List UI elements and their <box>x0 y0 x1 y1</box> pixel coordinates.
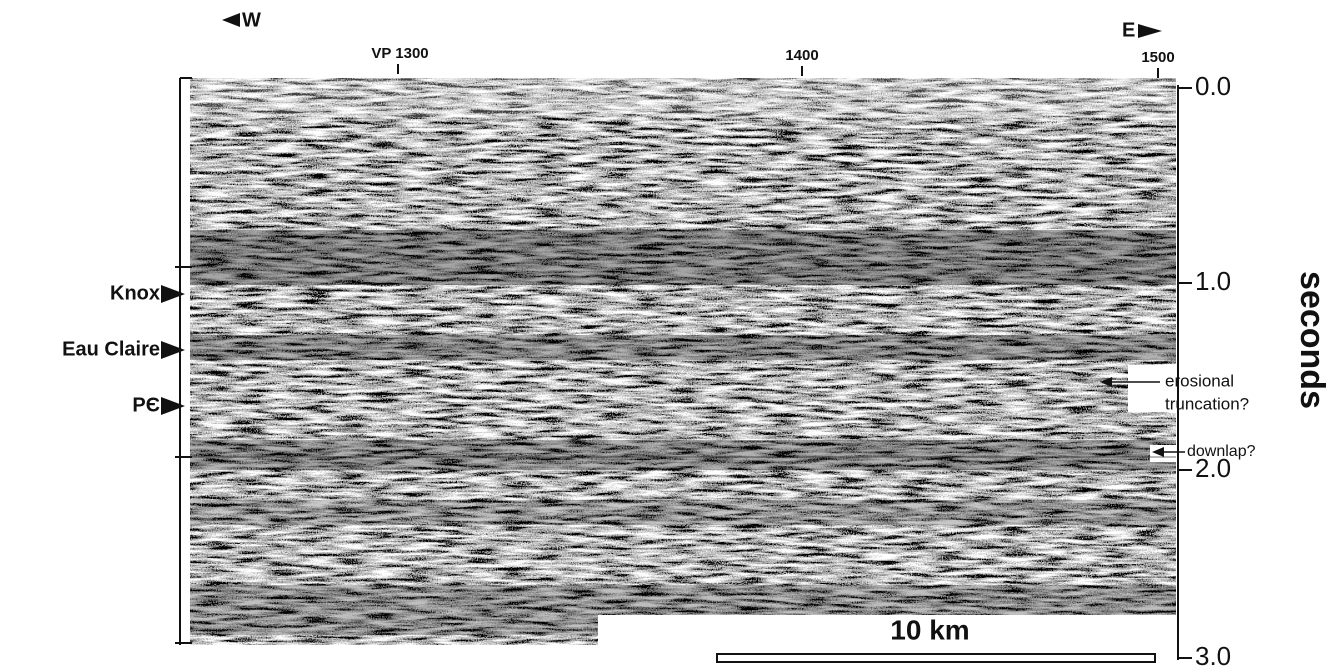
left-axis <box>175 77 1176 645</box>
scale-bar <box>716 653 1156 663</box>
east-arrow <box>1138 24 1162 38</box>
time-axis-title: seconds <box>1293 271 1331 409</box>
horizon-arrow <box>161 397 185 415</box>
annotation-arrowhead <box>1152 447 1164 457</box>
time-tick-label: 0.0 <box>1195 71 1231 101</box>
time-tick-label: 2.0 <box>1195 453 1231 483</box>
shotpoint-label: 1400 <box>785 47 818 64</box>
time-tick-label: 1.0 <box>1195 266 1231 296</box>
direction-label: W <box>242 9 261 31</box>
horizon-label: Knox <box>110 282 160 304</box>
time-tick-label: 3.0 <box>1195 641 1231 671</box>
seismic-section <box>190 78 1176 645</box>
horizon-label: Eau Claire <box>62 338 160 360</box>
annotation: erosional <box>1165 371 1234 390</box>
horizon-label: PЄ <box>132 394 160 416</box>
scale-label: 10 km <box>890 614 969 645</box>
time-axis <box>1177 85 1192 660</box>
direction-label: E <box>1122 19 1135 41</box>
annotation: downlap? <box>1187 443 1256 460</box>
shotpoint-label: VP 1300 <box>371 45 428 62</box>
horizon-arrow <box>161 285 185 303</box>
annotation-arrowhead <box>1100 377 1112 387</box>
annotation: truncation? <box>1165 394 1249 413</box>
west-arrow <box>222 13 240 27</box>
horizon-arrow <box>161 341 185 359</box>
shotpoint-label: 1500 <box>1141 49 1174 66</box>
